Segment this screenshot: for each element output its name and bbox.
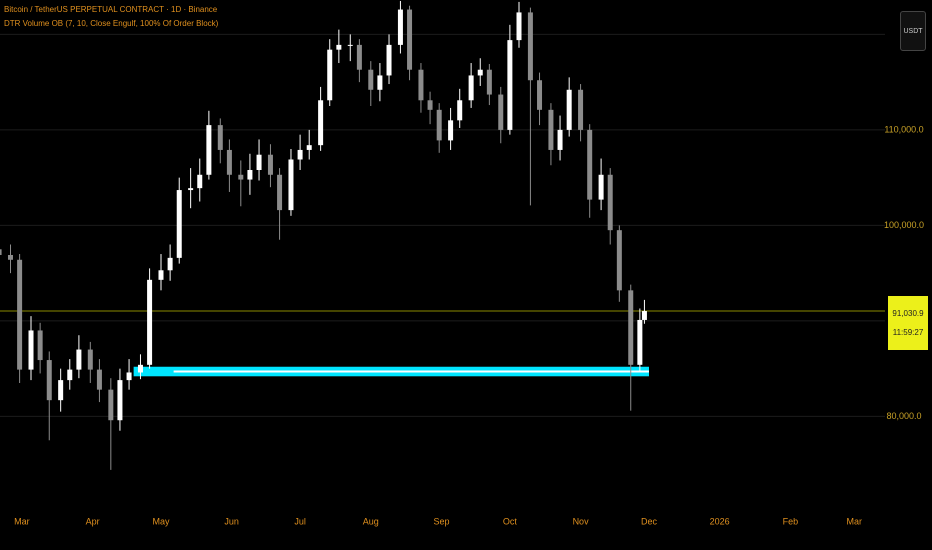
candle-body bbox=[256, 154, 262, 170]
candle-body bbox=[427, 100, 433, 110]
candle-body bbox=[477, 69, 483, 76]
candle-body bbox=[147, 279, 153, 365]
candle-body bbox=[188, 188, 194, 191]
x-tick-label: Nov bbox=[573, 516, 590, 526]
candle-body bbox=[267, 154, 273, 175]
candle-body bbox=[28, 330, 34, 370]
candle-body bbox=[377, 75, 383, 90]
candle-body bbox=[7, 255, 13, 260]
candle-body bbox=[616, 230, 622, 291]
price-label: 91,030.9 11:59:27 bbox=[888, 296, 928, 350]
candle-body bbox=[17, 259, 23, 370]
candle-body bbox=[628, 290, 634, 365]
candle-body bbox=[306, 145, 312, 150]
candle-body bbox=[277, 174, 283, 211]
candle-body bbox=[436, 109, 442, 141]
candle-body bbox=[158, 270, 164, 280]
candle-body bbox=[548, 109, 554, 150]
x-tick-label: Oct bbox=[503, 516, 518, 526]
candle-body bbox=[356, 44, 362, 70]
candle-body bbox=[578, 89, 584, 130]
candle-body bbox=[297, 149, 303, 160]
candle-body bbox=[96, 369, 102, 390]
candle-body bbox=[108, 389, 114, 421]
candle-body bbox=[87, 349, 93, 370]
candle-body bbox=[67, 369, 73, 381]
candle-body bbox=[217, 125, 223, 150]
candle-body bbox=[206, 125, 212, 175]
candle-body bbox=[318, 100, 324, 146]
chart-title: Bitcoin / TetherUS PERPETUAL CONTRACT · … bbox=[4, 5, 218, 14]
last-price: 91,030.9 bbox=[892, 309, 924, 318]
candle-body bbox=[167, 257, 173, 271]
x-tick-label: Jul bbox=[294, 516, 306, 526]
x-tick-label: Mar bbox=[14, 516, 30, 526]
candle-body bbox=[448, 120, 454, 141]
candle-body bbox=[507, 40, 513, 130]
candle-body bbox=[566, 89, 572, 130]
candle-body bbox=[238, 174, 244, 180]
candle-body bbox=[457, 100, 463, 121]
candle-body bbox=[418, 69, 424, 101]
candle-body bbox=[117, 380, 123, 421]
candle-body bbox=[498, 94, 504, 130]
y-tick-label: 100,000.0 bbox=[884, 220, 924, 230]
candle-body bbox=[386, 44, 392, 76]
candle-body bbox=[226, 149, 232, 175]
y-tick-label: 110,000.0 bbox=[884, 124, 923, 134]
candle-body bbox=[407, 9, 413, 70]
candle-body bbox=[58, 380, 64, 401]
candle-body bbox=[598, 174, 604, 200]
countdown: 11:59:27 bbox=[892, 328, 924, 337]
x-tick-label: Feb bbox=[783, 516, 799, 526]
candle-body bbox=[137, 364, 143, 373]
candle-body bbox=[76, 349, 82, 370]
candle-body bbox=[247, 170, 253, 180]
candle-body bbox=[347, 44, 353, 46]
candle-body bbox=[557, 129, 563, 150]
x-tick-label: Aug bbox=[363, 516, 379, 526]
x-tick-label: May bbox=[152, 516, 170, 526]
candle-body bbox=[527, 12, 533, 81]
candle-body bbox=[397, 9, 403, 45]
candle-body bbox=[486, 69, 492, 95]
candle-body bbox=[126, 372, 132, 381]
candle-body bbox=[368, 69, 374, 90]
candle-body bbox=[637, 319, 643, 365]
x-tick-label: Sep bbox=[433, 516, 449, 526]
candle-body bbox=[516, 12, 522, 41]
candle-body bbox=[288, 159, 294, 211]
x-tick-label: Mar bbox=[846, 516, 862, 526]
y-tick-label: 80,000.0 bbox=[886, 411, 921, 421]
candle-body bbox=[0, 249, 2, 255]
candle-body bbox=[468, 75, 474, 101]
candle-body bbox=[176, 190, 182, 258]
candle-body bbox=[537, 80, 543, 110]
indicator-label[interactable]: DTR Volume OB (7, 10, Close Engulf, 100%… bbox=[4, 19, 219, 28]
candle-body bbox=[641, 311, 647, 320]
candle-body bbox=[197, 174, 203, 189]
x-tick-label: Dec bbox=[641, 516, 658, 526]
x-tick-label: Apr bbox=[86, 516, 100, 526]
currency-button[interactable]: USDT bbox=[900, 11, 926, 51]
candle-body bbox=[587, 129, 593, 200]
candle-body bbox=[327, 49, 333, 101]
candle-body bbox=[607, 174, 613, 231]
candle-body bbox=[37, 330, 43, 361]
x-tick-label: Jun bbox=[224, 516, 239, 526]
candle-body bbox=[336, 44, 342, 50]
candle-body bbox=[46, 360, 52, 401]
x-tick-label: 2026 bbox=[710, 516, 730, 526]
